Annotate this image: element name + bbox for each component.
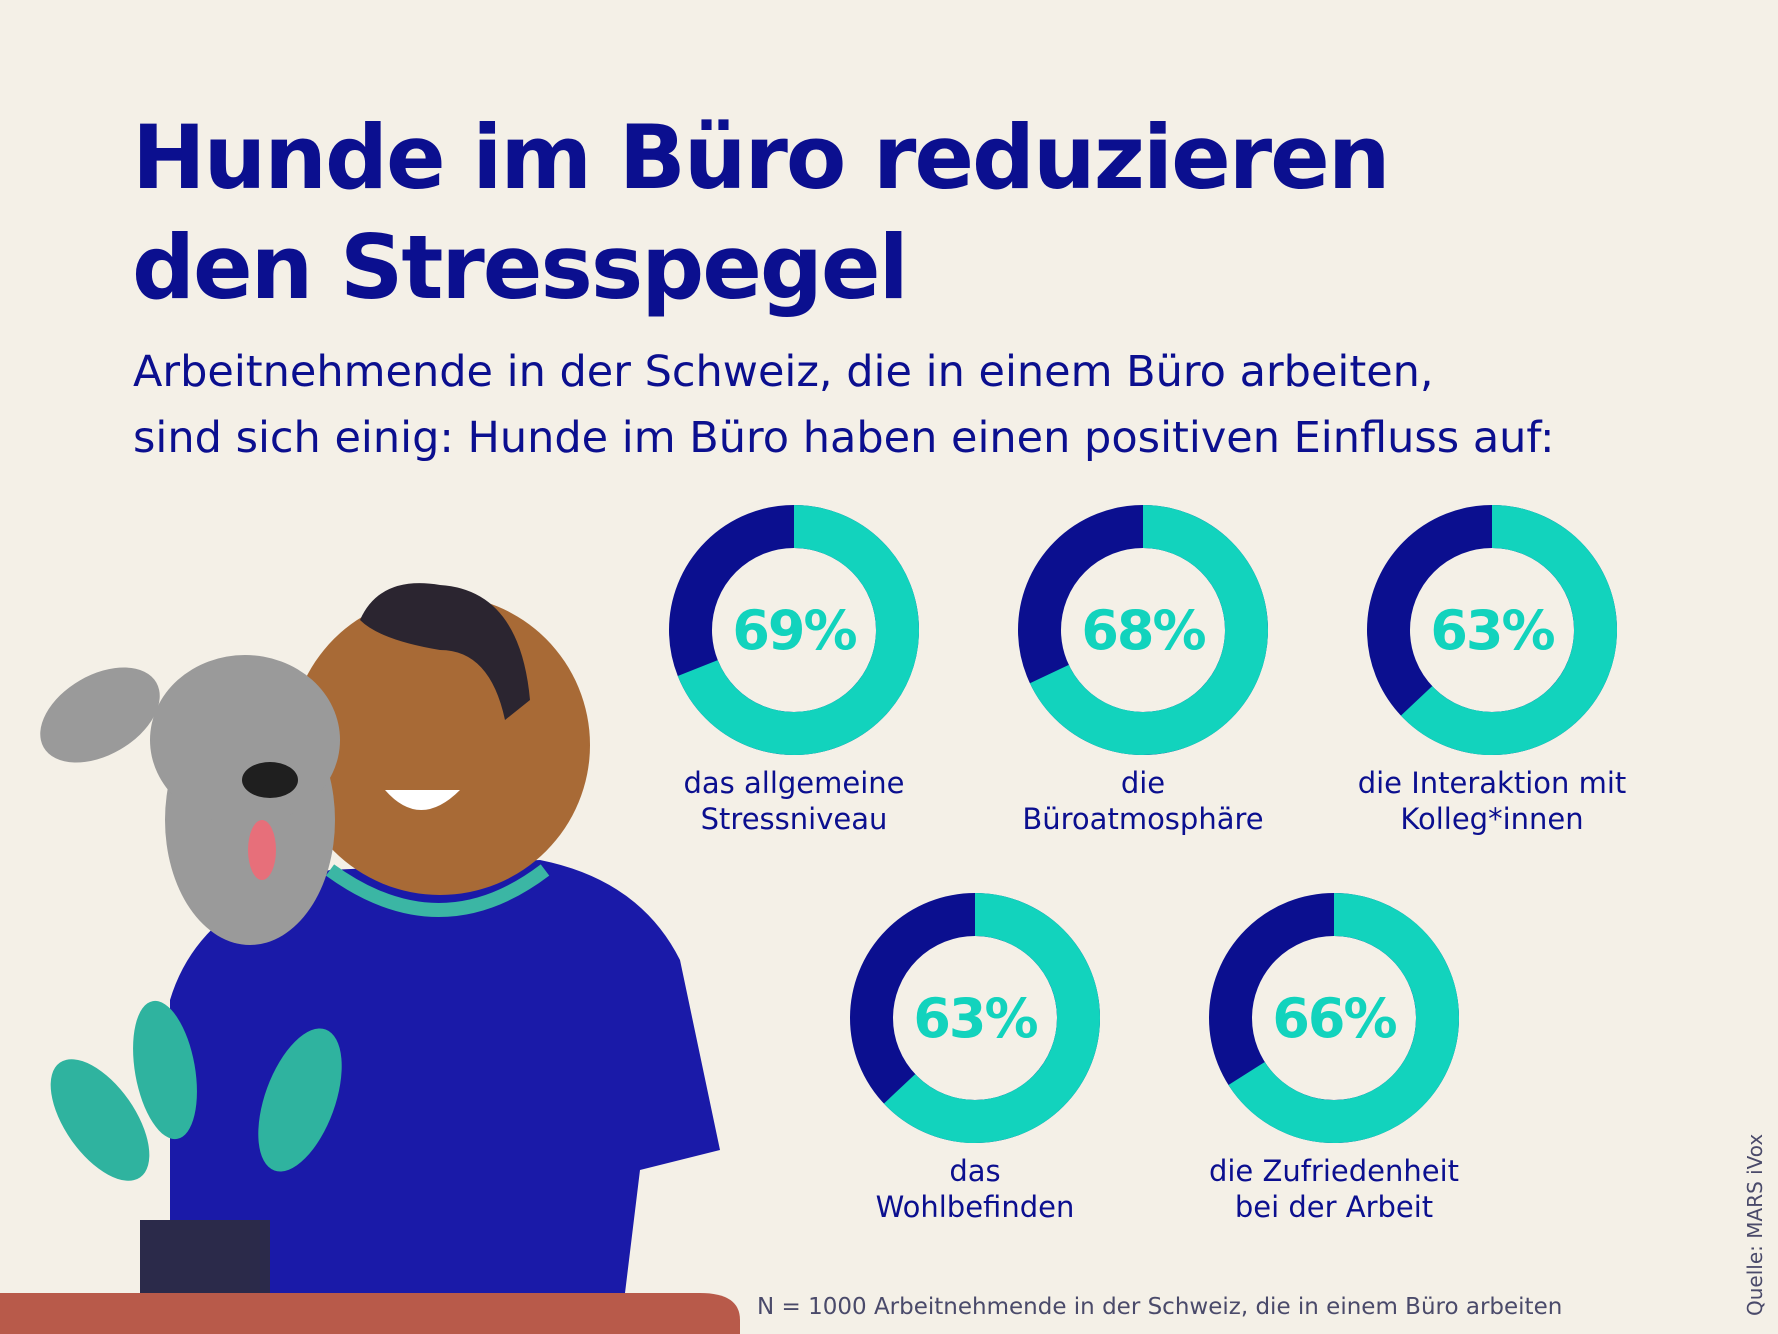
leaf: [50, 1059, 150, 1181]
subtitle-line: sind sich einig: Hunde im Büro haben ein…: [133, 413, 1555, 463]
source: Quelle: MARS iVox: [1743, 1134, 1767, 1316]
shirt: [170, 860, 720, 1334]
hair: [360, 583, 530, 720]
category-label: Wohlbefinden: [876, 1190, 1075, 1224]
category-label: bei der Arbeit: [1235, 1190, 1433, 1224]
category-label: die: [1121, 766, 1165, 800]
donut-segment: [677, 505, 919, 755]
value-label: 63%: [1430, 599, 1554, 662]
dog-tongue: [248, 820, 276, 880]
leaf: [258, 1028, 342, 1172]
value-label: 63%: [913, 987, 1037, 1050]
category-label: Büroatmosphäre: [1022, 802, 1263, 836]
category-label: die Interaktion mit: [1358, 766, 1627, 800]
value-label: 69%: [732, 599, 856, 662]
illustration: [0, 583, 740, 1334]
category-label: das allgemeine: [683, 766, 904, 800]
donut-segment: [883, 893, 1100, 1143]
category-label: Stressniveau: [701, 802, 888, 836]
donut-segment: [1228, 893, 1459, 1143]
collar: [325, 864, 550, 917]
category-label: Kolleg*innen: [1400, 802, 1583, 836]
value-label: 66%: [1272, 987, 1396, 1050]
donut-segment: [1400, 505, 1617, 755]
table: [0, 1293, 740, 1334]
smile: [385, 790, 460, 810]
value-label: 68%: [1081, 599, 1205, 662]
dog-ear: [40, 667, 160, 763]
dog-head: [150, 655, 340, 825]
leaf: [133, 1000, 197, 1140]
category-label: das: [949, 1154, 1000, 1188]
title-line: den Stresspegel: [132, 216, 907, 319]
donut-segment: [1029, 505, 1268, 755]
category-label: die Zufriedenheit: [1209, 1154, 1459, 1188]
title-line: Hunde im Büro reduzieren: [132, 106, 1389, 209]
subtitle-line: Arbeitnehmende in der Schweiz, die in ei…: [133, 347, 1434, 397]
footnote: N = 1000 Arbeitnehmende in der Schweiz, …: [757, 1294, 1562, 1320]
dog-nose: [242, 762, 298, 798]
